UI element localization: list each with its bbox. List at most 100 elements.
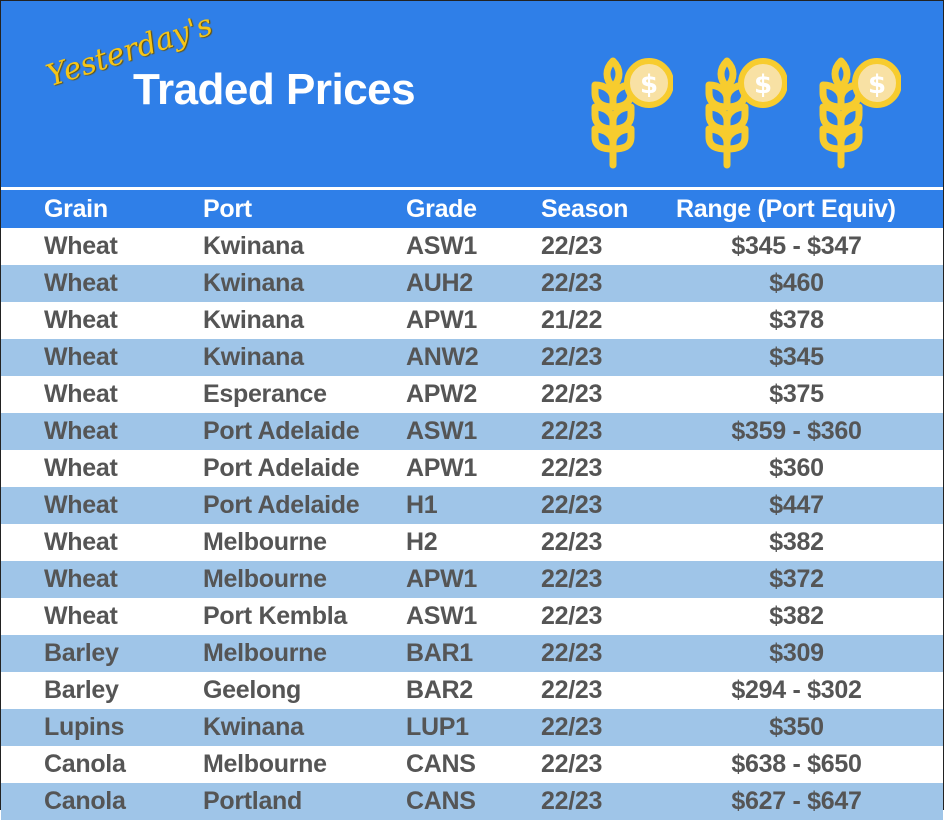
table-row: Wheat Port Adelaide ASW1 22/23 $359 - $360	[1, 413, 943, 450]
cell-season: 22/23	[541, 454, 603, 482]
svg-text:$: $	[640, 70, 658, 100]
cell-port: Port Adelaide	[203, 454, 360, 482]
cell-port: Kwinana	[203, 232, 304, 260]
cell-range: $359 - $360	[731, 417, 862, 445]
cell-grain: Wheat	[44, 269, 118, 297]
cell-port: Melbourne	[203, 528, 327, 556]
cell-grade: ANW2	[406, 343, 479, 371]
table-row: Canola Melbourne CANS 22/23 $638 - $650	[1, 746, 943, 783]
cell-season: 22/23	[541, 750, 603, 778]
cell-port: Geelong	[203, 676, 301, 704]
banner: Yesterday's Traded Prices $	[1, 1, 943, 187]
table-row: Lupins Kwinana LUP1 22/23 $350	[1, 709, 943, 746]
cell-grain: Wheat	[44, 380, 118, 408]
cell-grain: Lupins	[44, 713, 125, 741]
cell-grain: Barley	[44, 676, 119, 704]
cell-range: $460	[769, 269, 824, 297]
cell-grain: Wheat	[44, 454, 118, 482]
cell-range: $447	[769, 491, 824, 519]
table-row: Wheat Port Adelaide H1 22/23 $447	[1, 487, 943, 524]
cell-port: Melbourne	[203, 565, 327, 593]
cell-grain: Wheat	[44, 528, 118, 556]
table-row: Wheat Melbourne APW1 22/23 $372	[1, 561, 943, 598]
cell-port: Esperance	[203, 380, 327, 408]
prices-table: Grain Port Grade Season Range (Port Equi…	[1, 190, 943, 820]
header-grain: Grain	[44, 194, 108, 223]
banner-title: Traded Prices	[133, 65, 416, 114]
cell-range: $627 - $647	[731, 787, 862, 815]
cell-range: $350	[769, 713, 824, 741]
cell-range: $309	[769, 639, 824, 667]
cell-season: 22/23	[541, 491, 603, 519]
cell-grade: BAR1	[406, 639, 473, 667]
cell-season: 22/23	[541, 676, 603, 704]
cell-season: 22/23	[541, 380, 603, 408]
table-row: Wheat Melbourne H2 22/23 $382	[1, 524, 943, 561]
cell-grain: Canola	[44, 787, 126, 815]
table-row: Wheat Esperance APW2 22/23 $375	[1, 376, 943, 413]
cell-range: $294 - $302	[731, 676, 862, 704]
cell-range: $345	[769, 343, 824, 371]
cell-grain: Wheat	[44, 417, 118, 445]
cell-range: $378	[769, 306, 824, 334]
cell-season: 21/22	[541, 306, 603, 334]
cell-range: $375	[769, 380, 824, 408]
cell-range: $382	[769, 528, 824, 556]
cell-grain: Barley	[44, 639, 119, 667]
cell-grade: APW1	[406, 306, 478, 334]
table-header: Grain Port Grade Season Range (Port Equi…	[1, 190, 943, 228]
table-row: Wheat Kwinana APW1 21/22 $378	[1, 302, 943, 339]
cell-grade: H2	[406, 528, 438, 556]
cell-grain: Wheat	[44, 491, 118, 519]
cell-season: 22/23	[541, 269, 603, 297]
cell-range: $360	[769, 454, 824, 482]
cell-season: 22/23	[541, 528, 603, 556]
cell-grain: Wheat	[44, 602, 118, 630]
table-row: Canola Portland CANS 22/23 $627 - $647	[1, 783, 943, 820]
icon-group: $ $	[589, 53, 901, 173]
svg-text:$: $	[754, 70, 772, 100]
wheat-dollar-icon: $	[705, 57, 787, 169]
cell-port: Kwinana	[203, 713, 304, 741]
cell-grade: APW1	[406, 454, 478, 482]
cell-grain: Wheat	[44, 343, 118, 371]
svg-text:$: $	[868, 70, 886, 100]
cell-season: 22/23	[541, 565, 603, 593]
cell-port: Kwinana	[203, 306, 304, 334]
cell-grade: BAR2	[406, 676, 473, 704]
cell-season: 22/23	[541, 232, 603, 260]
cell-port: Kwinana	[203, 269, 304, 297]
cell-grade: APW2	[406, 380, 478, 408]
cell-grain: Wheat	[44, 306, 118, 334]
cell-grade: AUH2	[406, 269, 473, 297]
cell-port: Port Kembla	[203, 602, 347, 630]
cell-grade: ASW1	[406, 602, 478, 630]
table-row: Barley Geelong BAR2 22/23 $294 - $302	[1, 672, 943, 709]
cell-season: 22/23	[541, 343, 603, 371]
cell-port: Portland	[203, 787, 302, 815]
table-row: Wheat Port Adelaide APW1 22/23 $360	[1, 450, 943, 487]
cell-range: $345 - $347	[731, 232, 862, 260]
cell-range: $638 - $650	[731, 750, 862, 778]
cell-grade: ASW1	[406, 417, 478, 445]
cell-grade: CANS	[406, 750, 476, 778]
cell-grade: LUP1	[406, 713, 469, 741]
cell-grain: Canola	[44, 750, 126, 778]
cell-grade: H1	[406, 491, 438, 519]
wheat-dollar-icon: $	[819, 57, 901, 169]
header-port: Port	[203, 194, 252, 223]
cell-port: Port Adelaide	[203, 491, 360, 519]
table-row: Wheat Port Kembla ASW1 22/23 $382	[1, 598, 943, 635]
cell-range: $372	[769, 565, 824, 593]
header-range: Range (Port Equiv)	[676, 194, 896, 223]
cell-grade: APW1	[406, 565, 478, 593]
cell-grain: Wheat	[44, 232, 118, 260]
wheat-dollar-icon: $	[591, 57, 673, 169]
cell-season: 22/23	[541, 787, 603, 815]
cell-port: Melbourne	[203, 750, 327, 778]
cell-season: 22/23	[541, 417, 603, 445]
table-row: Wheat Kwinana ASW1 22/23 $345 - $347	[1, 228, 943, 265]
cell-season: 22/23	[541, 602, 603, 630]
header-grade: Grade	[406, 194, 477, 223]
